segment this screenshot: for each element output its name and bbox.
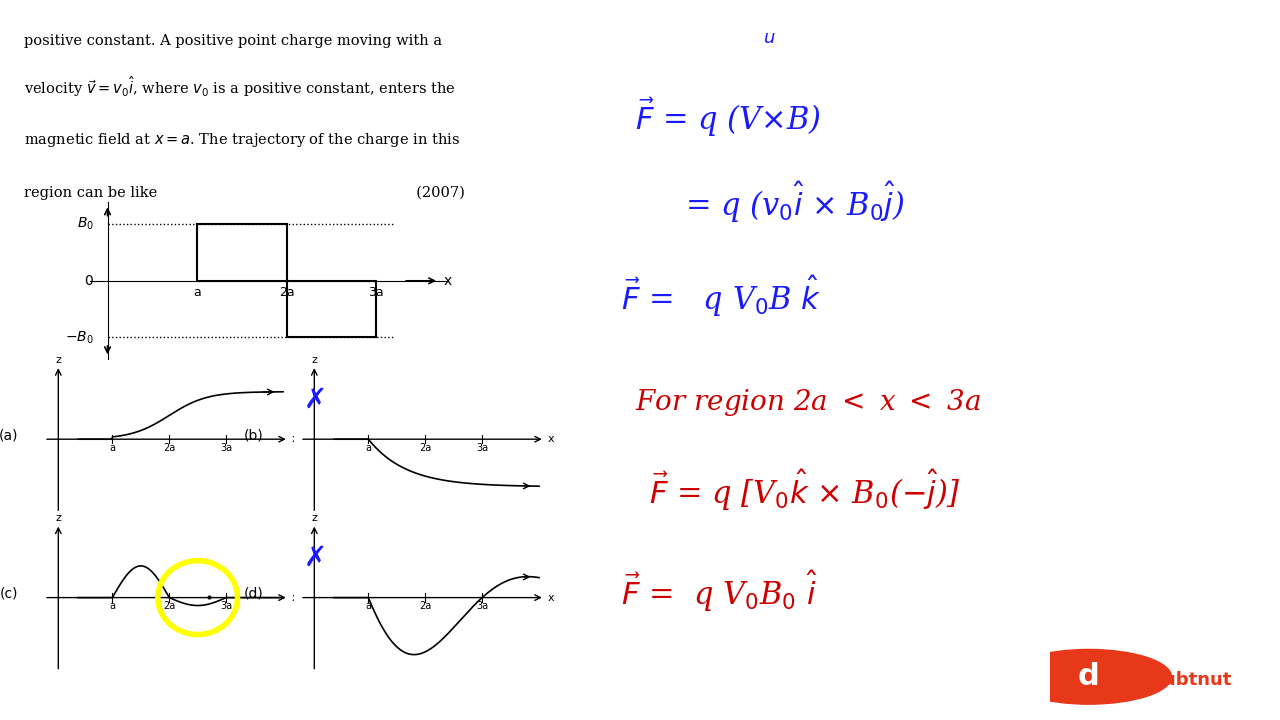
Text: doubtnut: doubtnut <box>1138 671 1231 690</box>
Circle shape <box>1006 649 1171 704</box>
Text: z: z <box>55 513 61 523</box>
Bar <box>287 281 376 338</box>
Text: x: x <box>548 434 554 444</box>
Text: a: a <box>365 601 371 611</box>
Text: $B_0$: $B_0$ <box>77 216 95 233</box>
Text: 2a: 2a <box>419 443 431 453</box>
Text: ✗: ✗ <box>303 386 326 413</box>
Text: u: u <box>764 30 776 48</box>
Text: x: x <box>292 434 298 444</box>
Text: $\vec{F}$ = q [V$_0\hat{k}$ $\times$ B$_0$($-\hat{j}$)]: $\vec{F}$ = q [V$_0\hat{k}$ $\times$ B$_… <box>649 468 961 513</box>
Text: x: x <box>444 274 452 288</box>
Text: region can be like                                                        (2007): region can be like (2007) <box>23 185 465 199</box>
Text: $\vec{F}$ = q (V$\times$B): $\vec{F}$ = q (V$\times$B) <box>635 96 820 138</box>
Text: 3a: 3a <box>476 601 488 611</box>
Text: x: x <box>292 593 298 603</box>
Text: (b): (b) <box>244 428 264 442</box>
Text: 3a: 3a <box>220 601 232 611</box>
Text: a: a <box>109 443 115 453</box>
Text: a: a <box>365 443 371 453</box>
Text: $-B_0$: $-B_0$ <box>65 329 95 346</box>
Text: a: a <box>109 601 115 611</box>
Text: positive constant. A positive point charge moving with a: positive constant. A positive point char… <box>23 34 442 48</box>
Text: (a): (a) <box>0 428 18 442</box>
Text: ✗: ✗ <box>303 544 326 572</box>
Text: For region 2a $<$ x $<$ 3a: For region 2a $<$ x $<$ 3a <box>635 387 980 418</box>
Text: d: d <box>1078 662 1100 691</box>
Bar <box>197 224 287 281</box>
Text: magnetic field at $x = a$. The trajectory of the charge in this: magnetic field at $x = a$. The trajector… <box>23 131 460 149</box>
Text: velocity $\vec{v} = v_0\hat{i}$, where $v_0$ is a positive constant, enters the: velocity $\vec{v} = v_0\hat{i}$, where $… <box>23 74 456 99</box>
Text: z: z <box>311 355 317 364</box>
Text: z: z <box>55 355 61 364</box>
Text: 3a: 3a <box>476 443 488 453</box>
Text: $\vec{F}$ =   q V$_0$B $\hat{k}$: $\vec{F}$ = q V$_0$B $\hat{k}$ <box>621 274 822 318</box>
Text: = q (v$_0\hat{i}$ $\times$ B$_0\hat{j}$): = q (v$_0\hat{i}$ $\times$ B$_0\hat{j}$) <box>685 180 905 225</box>
Text: 2a: 2a <box>419 601 431 611</box>
Text: 2a: 2a <box>163 601 175 611</box>
Text: x: x <box>548 593 554 603</box>
Text: $0$: $0$ <box>84 274 95 288</box>
Text: $\vec{F}$ =  q V$_0$B$_0$ $\hat{i}$: $\vec{F}$ = q V$_0$B$_0$ $\hat{i}$ <box>621 569 817 613</box>
Text: (d): (d) <box>244 587 264 600</box>
Text: (c): (c) <box>0 587 18 600</box>
Text: z: z <box>311 513 317 523</box>
Text: 3a: 3a <box>220 443 232 453</box>
Text: 2a: 2a <box>163 443 175 453</box>
